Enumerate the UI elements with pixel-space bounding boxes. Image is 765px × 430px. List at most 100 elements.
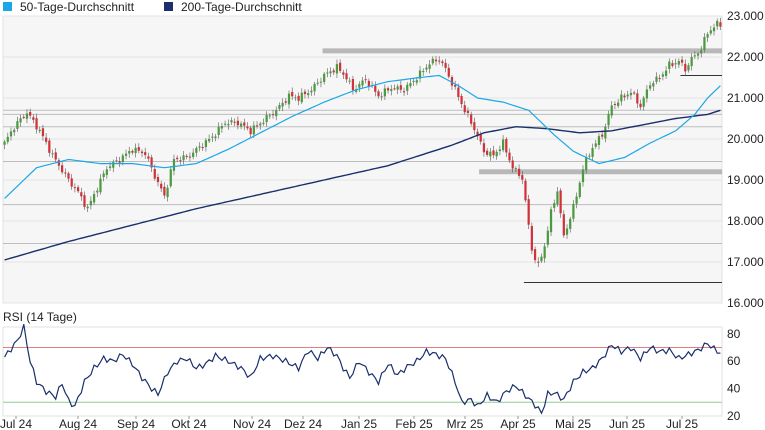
candle-body — [415, 80, 418, 83]
candle-body — [575, 196, 578, 204]
candle-body — [105, 169, 108, 175]
candle-body — [486, 150, 489, 155]
candle-body — [185, 155, 188, 157]
candle-body — [16, 121, 19, 129]
candle-body — [700, 50, 703, 54]
x-tick-label: Nov 24 — [233, 417, 271, 430]
rsi-y-tick-label: 60 — [727, 354, 741, 368]
candle-body — [323, 73, 326, 82]
candle-body — [284, 101, 287, 103]
candle-body — [140, 151, 144, 154]
candle-body — [287, 93, 291, 105]
candle-body — [227, 123, 230, 126]
candle-body — [281, 102, 284, 107]
candle-body — [332, 70, 335, 73]
candle-body — [696, 53, 700, 56]
candlesticks — [3, 17, 722, 268]
candle-body — [645, 89, 649, 99]
candle-body — [144, 152, 147, 156]
candle-body — [297, 95, 300, 101]
x-tick-label: Apr 25 — [500, 417, 536, 430]
candle-body — [268, 115, 271, 117]
candle-body — [102, 173, 105, 178]
candle-body — [246, 126, 249, 129]
candle-body — [326, 72, 329, 74]
candle-body — [390, 89, 393, 91]
candle-body — [431, 58, 434, 64]
candle-body — [463, 105, 466, 113]
candle-body — [447, 67, 450, 77]
candle-body — [64, 172, 67, 174]
candle-body — [361, 80, 364, 86]
candle-body — [220, 125, 224, 129]
candle-body — [335, 64, 339, 74]
candle-body — [489, 151, 492, 157]
candle-body — [217, 126, 220, 136]
candle-body — [444, 62, 447, 68]
candle-body — [316, 82, 319, 84]
candle-body — [275, 110, 278, 117]
candle-body — [527, 199, 530, 225]
price-y-tick-label: 22.000 — [727, 50, 764, 64]
candle-body — [166, 187, 169, 198]
candle-body — [454, 85, 457, 87]
candle-body — [118, 161, 121, 163]
candle-body — [342, 72, 345, 75]
candle-body — [562, 214, 565, 236]
candle-body — [179, 160, 182, 162]
candle-body — [92, 194, 96, 203]
x-tick-label: Jun 25 — [609, 417, 645, 430]
candle-body — [41, 128, 45, 137]
candle-body — [211, 136, 214, 138]
candle-body — [569, 218, 572, 229]
candle-body — [418, 70, 422, 79]
candle-body — [278, 105, 281, 109]
candle-body — [553, 203, 556, 208]
candle-body — [9, 131, 13, 137]
candle-body — [648, 85, 652, 89]
candle-body — [476, 131, 479, 137]
x-tick-label: Jul 24 — [0, 417, 32, 430]
legend-label-ma200: 200-Tage-Durchschnitt — [181, 0, 302, 14]
candle-body — [505, 139, 508, 153]
x-tick-label: Feb 25 — [395, 417, 433, 430]
candle-body — [134, 147, 137, 154]
candle-body — [236, 120, 239, 126]
candle-body — [537, 261, 540, 263]
candle-body — [594, 143, 597, 147]
candle-body — [559, 190, 562, 214]
price-grid — [3, 15, 722, 304]
candle-body — [607, 113, 610, 126]
candle-body — [265, 115, 268, 123]
candle-body — [351, 78, 355, 91]
candle-body — [533, 249, 537, 261]
candle-body — [492, 150, 495, 156]
candle-body — [367, 80, 371, 87]
candle-body — [450, 77, 454, 86]
candle-body — [160, 183, 163, 189]
candle-body — [99, 178, 102, 193]
candle-body — [124, 153, 128, 156]
candle-body — [147, 156, 150, 159]
candle-body — [204, 140, 208, 148]
price-y-tick-label: 16.000 — [727, 296, 764, 310]
price-y-tick-label: 21.000 — [727, 91, 764, 105]
x-tick-label: Dez 24 — [284, 417, 322, 430]
candle-body — [581, 169, 585, 183]
candle-body — [364, 79, 367, 81]
candle-body — [601, 134, 604, 137]
candle-body — [35, 118, 38, 130]
candle-body — [22, 116, 25, 118]
candle-body — [677, 61, 680, 65]
candle-body — [182, 155, 185, 161]
candle-body — [383, 88, 386, 97]
candle-body — [115, 160, 118, 162]
candle-body — [712, 27, 716, 32]
candle-body — [201, 147, 204, 149]
candle-body — [188, 156, 192, 158]
candle-body — [703, 37, 706, 50]
candle-body — [108, 166, 112, 168]
candle-body — [86, 206, 89, 209]
candle-body — [508, 152, 511, 161]
candle-body — [3, 141, 6, 145]
